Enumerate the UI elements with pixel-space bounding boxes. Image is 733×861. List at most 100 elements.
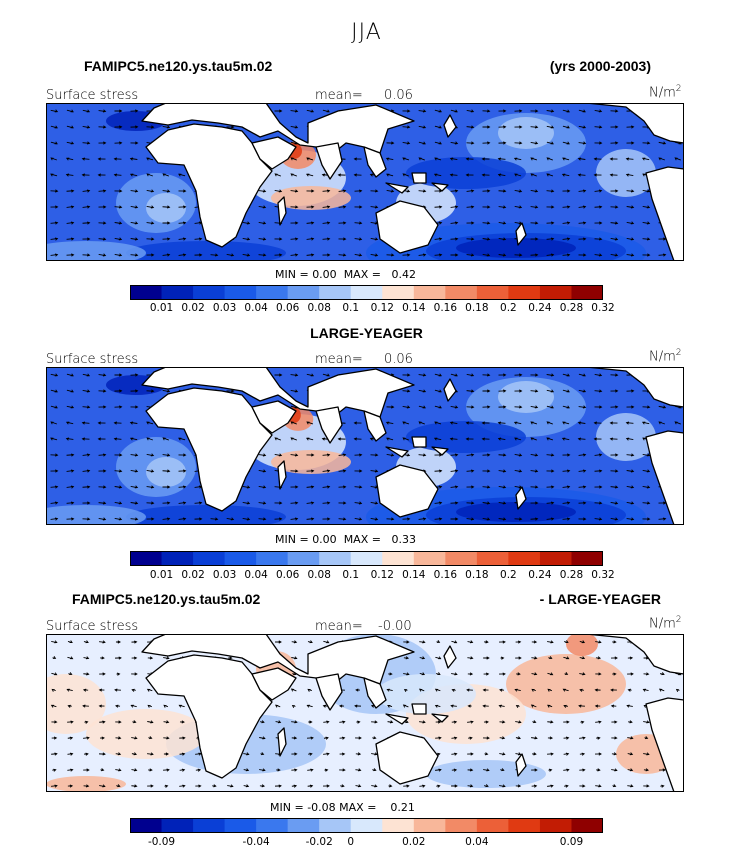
stress-vector-head <box>566 141 570 145</box>
stress-vector-head <box>182 517 187 521</box>
stress-vector-head <box>454 501 459 505</box>
stress-vector-head <box>50 157 54 161</box>
stress-vector-head <box>469 640 474 644</box>
stress-vector-head <box>471 141 475 145</box>
stress-vector-head <box>117 672 121 676</box>
stress-vector-head <box>117 752 122 756</box>
stress-vector-head <box>647 517 651 521</box>
panel3-field-label: Surface stress <box>46 619 139 634</box>
stress-vector-head <box>162 437 166 441</box>
landmass-arabia <box>251 400 297 434</box>
stress-vector-head <box>406 517 411 521</box>
stress-vector-head <box>402 157 406 161</box>
stress-vector-head <box>324 768 329 772</box>
stress-vector-head <box>135 405 139 409</box>
stress-vector-head <box>100 768 105 772</box>
stress-vector-head <box>630 189 635 193</box>
stress-vector-head <box>321 437 326 441</box>
stress-vector <box>194 238 202 240</box>
stress-vector-head <box>434 157 438 161</box>
stress-vector-head <box>69 752 74 756</box>
stress-vector-head <box>565 736 570 740</box>
stress-vector-head <box>214 517 219 521</box>
landmass-indonesia1 <box>385 446 409 458</box>
landmass-namerica <box>585 634 684 675</box>
stress-vector-head <box>550 784 554 788</box>
stress-vector-head <box>582 125 587 129</box>
colorbar-swatch <box>508 551 541 566</box>
stress-vector-head <box>261 720 265 724</box>
stress-vector-head <box>342 768 346 772</box>
stress-vector-head <box>262 205 267 209</box>
stress-vector-head <box>582 736 586 740</box>
stress-vector-head <box>54 373 59 377</box>
stress-vector-head <box>421 656 426 660</box>
stress-vector-head <box>102 189 107 193</box>
stress-vector-head <box>487 141 491 145</box>
stress-vector-head <box>406 640 410 644</box>
stress-vector-head <box>534 517 539 521</box>
stress-contour <box>46 776 126 792</box>
stress-vector-head <box>182 736 186 740</box>
stress-vector-head <box>583 253 587 257</box>
colorbar-swatch <box>539 818 572 833</box>
stress-vector-head <box>581 720 585 724</box>
stress-vector-head <box>437 672 441 675</box>
stress-vector-head <box>166 389 171 393</box>
stress-vector-head <box>309 752 313 756</box>
landmass-seasia <box>363 677 387 709</box>
colorbar-swatch <box>382 285 415 300</box>
stress-vector-head <box>577 421 582 425</box>
stress-vector-head <box>54 640 58 644</box>
stress-vector-head <box>641 157 646 161</box>
stress-vector-head <box>118 720 122 724</box>
stress-vector-head <box>343 501 347 505</box>
landmass-india <box>315 142 343 180</box>
stress-vector-head <box>577 437 582 441</box>
stress-vector-head <box>310 469 315 473</box>
stress-vector-head <box>342 720 346 724</box>
stress-vector-head <box>199 253 203 257</box>
stress-vector-head <box>451 688 455 692</box>
stress-vector-head <box>402 704 407 708</box>
stress-vector <box>498 158 506 160</box>
stress-vector <box>578 438 586 440</box>
panel2-colorbar <box>130 551 604 566</box>
stress-vector-head <box>551 469 555 473</box>
stress-vector-head <box>309 720 313 724</box>
stress-vector-head <box>134 517 139 521</box>
stress-vector-head <box>454 405 459 409</box>
stress-vector-head <box>294 720 298 724</box>
stress-vector-head <box>129 173 134 177</box>
stress-vector-head <box>262 768 266 772</box>
stress-vector-head <box>66 688 70 692</box>
stress-vector-head <box>535 109 539 113</box>
stress-vector-head <box>326 109 330 113</box>
colorbar-tick: 0.01 <box>149 302 174 314</box>
colorbar-swatch <box>350 818 383 833</box>
stress-vector-head <box>646 453 651 457</box>
stress-vector-head <box>70 453 75 457</box>
stress-vector-head <box>502 485 507 489</box>
colorbar-swatch <box>413 285 446 300</box>
stress-vector-head <box>353 437 357 441</box>
stress-vector-head <box>150 221 155 225</box>
stress-vector-head <box>262 469 267 473</box>
stress-vector-head <box>502 517 507 521</box>
stress-vector-head <box>277 720 282 724</box>
stress-vector-head <box>146 688 151 692</box>
stress-vector-head <box>166 205 171 209</box>
stress-vector-head <box>598 517 603 521</box>
panel3-title-left: FAMIPC5.ne120.ys.tau5m.02 <box>72 591 261 607</box>
stress-vector-head <box>550 373 555 377</box>
stress-vector-head <box>518 469 523 473</box>
stress-vector-head <box>513 421 518 425</box>
colorbar-tick: 0.18 <box>465 569 489 581</box>
stress-contour <box>126 505 286 525</box>
stress-vector-head <box>470 720 474 724</box>
stress-vector-head <box>293 736 298 740</box>
stress-vector-head <box>262 221 267 225</box>
colorbar-tick: 0 <box>347 836 355 848</box>
stress-vector-head <box>482 688 486 692</box>
stress-contour <box>456 238 576 258</box>
